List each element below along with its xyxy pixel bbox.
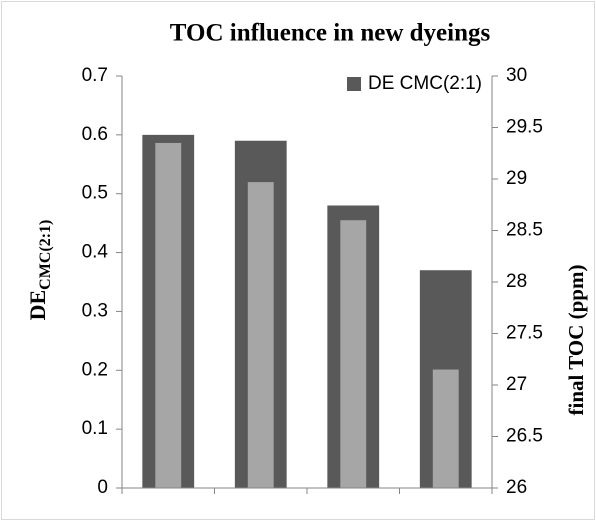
bar <box>340 220 367 488</box>
bar <box>247 182 274 488</box>
legend-label: DE CMC(2:1) <box>368 73 482 94</box>
y-tick-label: 0.6 <box>82 124 108 145</box>
y2-tick-label: 28 <box>506 271 527 292</box>
y-tick-label: 0.5 <box>82 183 108 204</box>
y-tick-label: 0.7 <box>82 65 108 86</box>
y2-tick-label: 27 <box>506 374 527 395</box>
y2-tick-label: 29 <box>506 168 527 189</box>
y-tick-label: 0.2 <box>82 359 108 380</box>
y-tick-label: 0 <box>97 477 108 498</box>
y-tick-label: 0.3 <box>82 300 108 321</box>
y-axis-label-sub: CMC(2:1) <box>37 220 54 290</box>
y-axis-label: DECMC(2:1) <box>25 220 54 321</box>
bar <box>432 369 459 488</box>
legend-swatch <box>347 77 361 91</box>
y2-tick-label: 26.5 <box>506 426 543 447</box>
y2-tick-label: 29.5 <box>506 117 543 138</box>
y-tick-label: 0.1 <box>82 418 108 439</box>
chart-title: TOC influence in new dyeings <box>170 20 491 47</box>
y2-tick-label: 27.5 <box>506 323 543 344</box>
y2-tick-label: 30 <box>506 65 527 86</box>
y2-tick-label: 26 <box>506 477 527 498</box>
y2-axis-label: final TOC (ppm) <box>564 265 588 416</box>
y-tick-label: 0.4 <box>82 242 109 263</box>
y2-tick-label: 28.5 <box>506 220 543 241</box>
y-axis-label-main: DE <box>25 290 50 321</box>
bar <box>155 142 182 488</box>
